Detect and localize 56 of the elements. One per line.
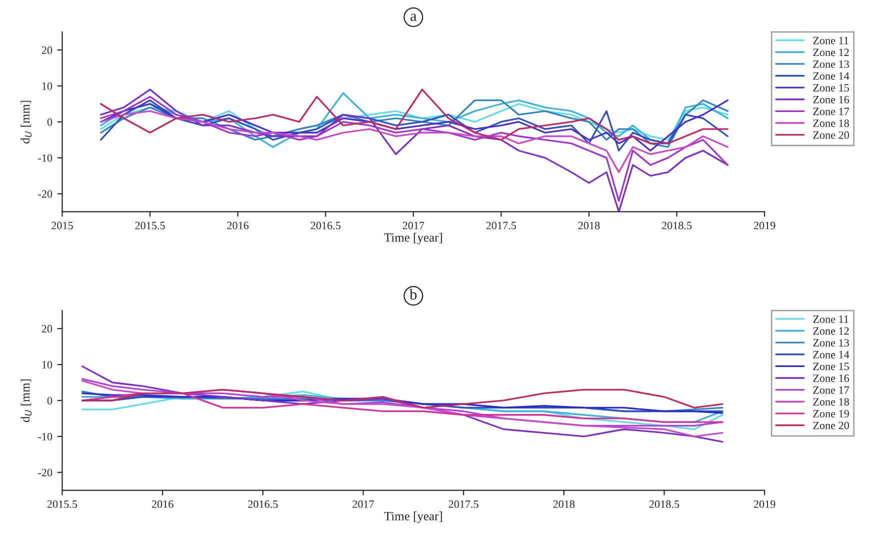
legend-label: Zone 14 <box>813 350 850 358</box>
chart-title: b <box>410 288 417 300</box>
y-tick-label: 0 <box>47 118 52 126</box>
y-tick-label: 20 <box>42 46 52 54</box>
x-tick-label: 2018.5 <box>649 500 680 508</box>
y-tick-label: 20 <box>42 325 52 333</box>
y-tick-label: -20 <box>38 190 52 198</box>
x-tick-label: 2017 <box>402 222 424 230</box>
legend-label: Zone 15 <box>813 84 849 92</box>
legend-label: Zone 17 <box>813 386 850 394</box>
legend-label: Zone 18 <box>813 119 849 127</box>
line-series <box>81 365 724 443</box>
legend-label: Zone 13 <box>813 60 849 68</box>
x-tick-label: 2016.5 <box>248 500 278 508</box>
line-series <box>100 103 729 141</box>
x-tick-label: 2018.5 <box>662 222 692 230</box>
legend-label: Zone 11 <box>813 36 848 44</box>
x-tick-label: 2015.5 <box>135 222 165 230</box>
y-axis-title: d$_{U}$ [mm] <box>20 379 32 422</box>
chart-title: a <box>410 14 417 22</box>
y-tick-label: -10 <box>38 432 52 440</box>
legend-label: Zone 19 <box>813 410 849 418</box>
legend-label: Zone 12 <box>813 48 849 56</box>
x-tick-label: 2019 <box>754 500 776 508</box>
legend-label: Zone 18 <box>813 398 849 406</box>
x-tick-label: 2016 <box>227 222 249 230</box>
x-tick-label: 2017.5 <box>486 222 516 230</box>
x-tick-label: 2017 <box>352 500 374 508</box>
x-tick-label: 2018 <box>553 500 575 508</box>
y-axis-title: d$_{U}$ [mm] <box>20 100 32 144</box>
x-tick-label: 2016 <box>152 500 174 508</box>
legend-label: Zone 20 <box>813 131 849 139</box>
legend-label: Zone 15 <box>813 362 849 370</box>
x-tick-label: 2016.5 <box>310 222 340 230</box>
y-tick-label: 10 <box>42 82 52 90</box>
line-series <box>100 110 729 174</box>
x-tick-label: 2015.5 <box>47 500 78 508</box>
x-axis-title: Time [year] <box>384 512 442 523</box>
y-tick-label: 10 <box>42 360 52 368</box>
legend-label: Zone 16 <box>813 374 850 382</box>
x-tick-label: 2015 <box>52 222 73 230</box>
line-series <box>81 388 724 409</box>
legend-label: Zone 14 <box>813 72 850 80</box>
y-tick-label: -10 <box>38 154 52 162</box>
legend-label: Zone 12 <box>813 327 849 335</box>
y-tick-label: -20 <box>38 468 52 476</box>
x-tick-label: 2017.5 <box>448 500 478 508</box>
legend-label: Zone 16 <box>813 96 850 104</box>
x-axis-title: Time [year] <box>384 232 442 244</box>
x-tick-label: 2019 <box>754 222 776 230</box>
x-tick-label: 2018 <box>578 222 600 230</box>
legend-label: Zone 11 <box>813 315 848 323</box>
legend-label: Zone 17 <box>813 108 850 116</box>
legend-label: Zone 13 <box>813 339 849 347</box>
legend-label: Zone 20 <box>813 422 849 430</box>
y-tick-label: 0 <box>47 396 52 404</box>
